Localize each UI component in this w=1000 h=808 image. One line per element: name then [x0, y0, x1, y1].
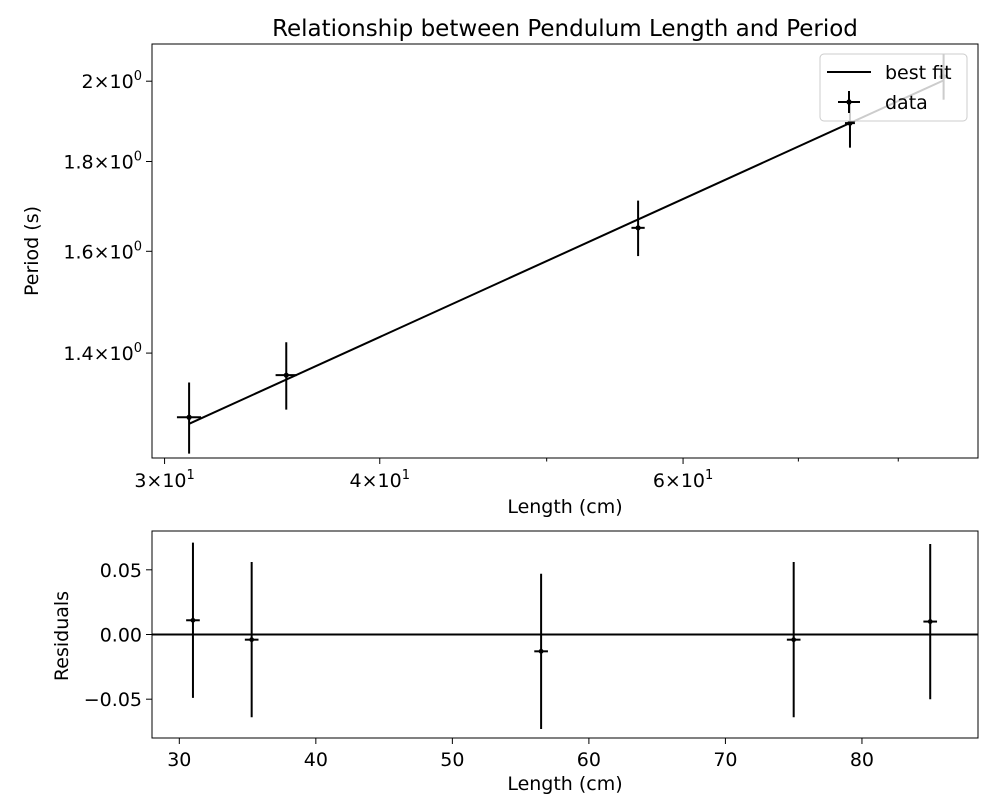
- residuals-x-tick-label-2: 40: [304, 749, 328, 771]
- top-y-axis-label: Period (s): [21, 206, 43, 296]
- residual-point-5: [927, 619, 933, 624]
- data-point-3: [635, 225, 641, 231]
- residual-point-1: [190, 617, 196, 623]
- residual-point-3: [538, 648, 544, 654]
- legend: best fit data: [819, 53, 968, 122]
- top-chart: Relationship between Pendulum Length and…: [21, 16, 979, 518]
- residuals-y-tick-label-1: 0.05: [100, 560, 142, 582]
- residuals-x-tick-label-4: 60: [577, 749, 601, 771]
- residuals-chart-marks: [152, 542, 978, 729]
- top-y-tick-label-3: 1.8×100: [63, 150, 142, 174]
- residuals-x-axis-ticks: 30 40 50 60 70 80: [167, 738, 874, 771]
- residuals-x-tick-label-3: 50: [440, 749, 464, 771]
- residuals-y-axis-label: Residuals: [51, 591, 73, 681]
- residuals-y-tick-label-3: −0.05: [84, 689, 142, 711]
- residuals-x-tick-label-5: 70: [713, 749, 737, 771]
- legend-box: [819, 53, 968, 122]
- chart-title: Relationship between Pendulum Length and…: [272, 16, 858, 42]
- residual-point-4: [791, 637, 797, 643]
- data-point-2: [283, 372, 289, 378]
- top-x-tick-label-1: 3×101: [134, 468, 194, 492]
- legend-data-swatch-marker: [846, 99, 852, 105]
- top-x-tick-label-2: 4×101: [350, 468, 410, 492]
- best-fit-line: [188, 79, 945, 425]
- residuals-x-tick-label-1: 30: [167, 749, 191, 771]
- top-x-axis-label: Length (cm): [507, 496, 622, 518]
- top-y-tick-label-4: 2×100: [82, 69, 142, 93]
- top-x-axis-ticks: 3×101 4×101 6×101: [134, 458, 899, 492]
- top-y-axis-ticks: 1.4×100 1.6×100 1.8×100 2×100: [63, 69, 152, 365]
- residuals-y-tick-label-2: 0.00: [100, 625, 142, 647]
- data-point-1: [186, 414, 192, 420]
- legend-data-label: data: [885, 92, 928, 114]
- data-point-4: [847, 120, 853, 126]
- residuals-chart: 30 40 50 60 70 80 0.05 0.00 −0.05 Length (cm) R…: [51, 530, 979, 795]
- top-y-tick-label-1: 1.4×100: [63, 341, 142, 365]
- residuals-x-axis-label: Length (cm): [507, 773, 622, 795]
- residuals-x-tick-label-6: 80: [850, 749, 874, 771]
- residual-point-2: [249, 637, 255, 643]
- top-x-tick-label-3: 6×101: [653, 468, 713, 492]
- legend-best-fit-label: best fit: [885, 62, 952, 84]
- residuals-y-axis-ticks: 0.05 0.00 −0.05: [84, 560, 152, 711]
- top-y-tick-label-2: 1.6×100: [63, 239, 142, 263]
